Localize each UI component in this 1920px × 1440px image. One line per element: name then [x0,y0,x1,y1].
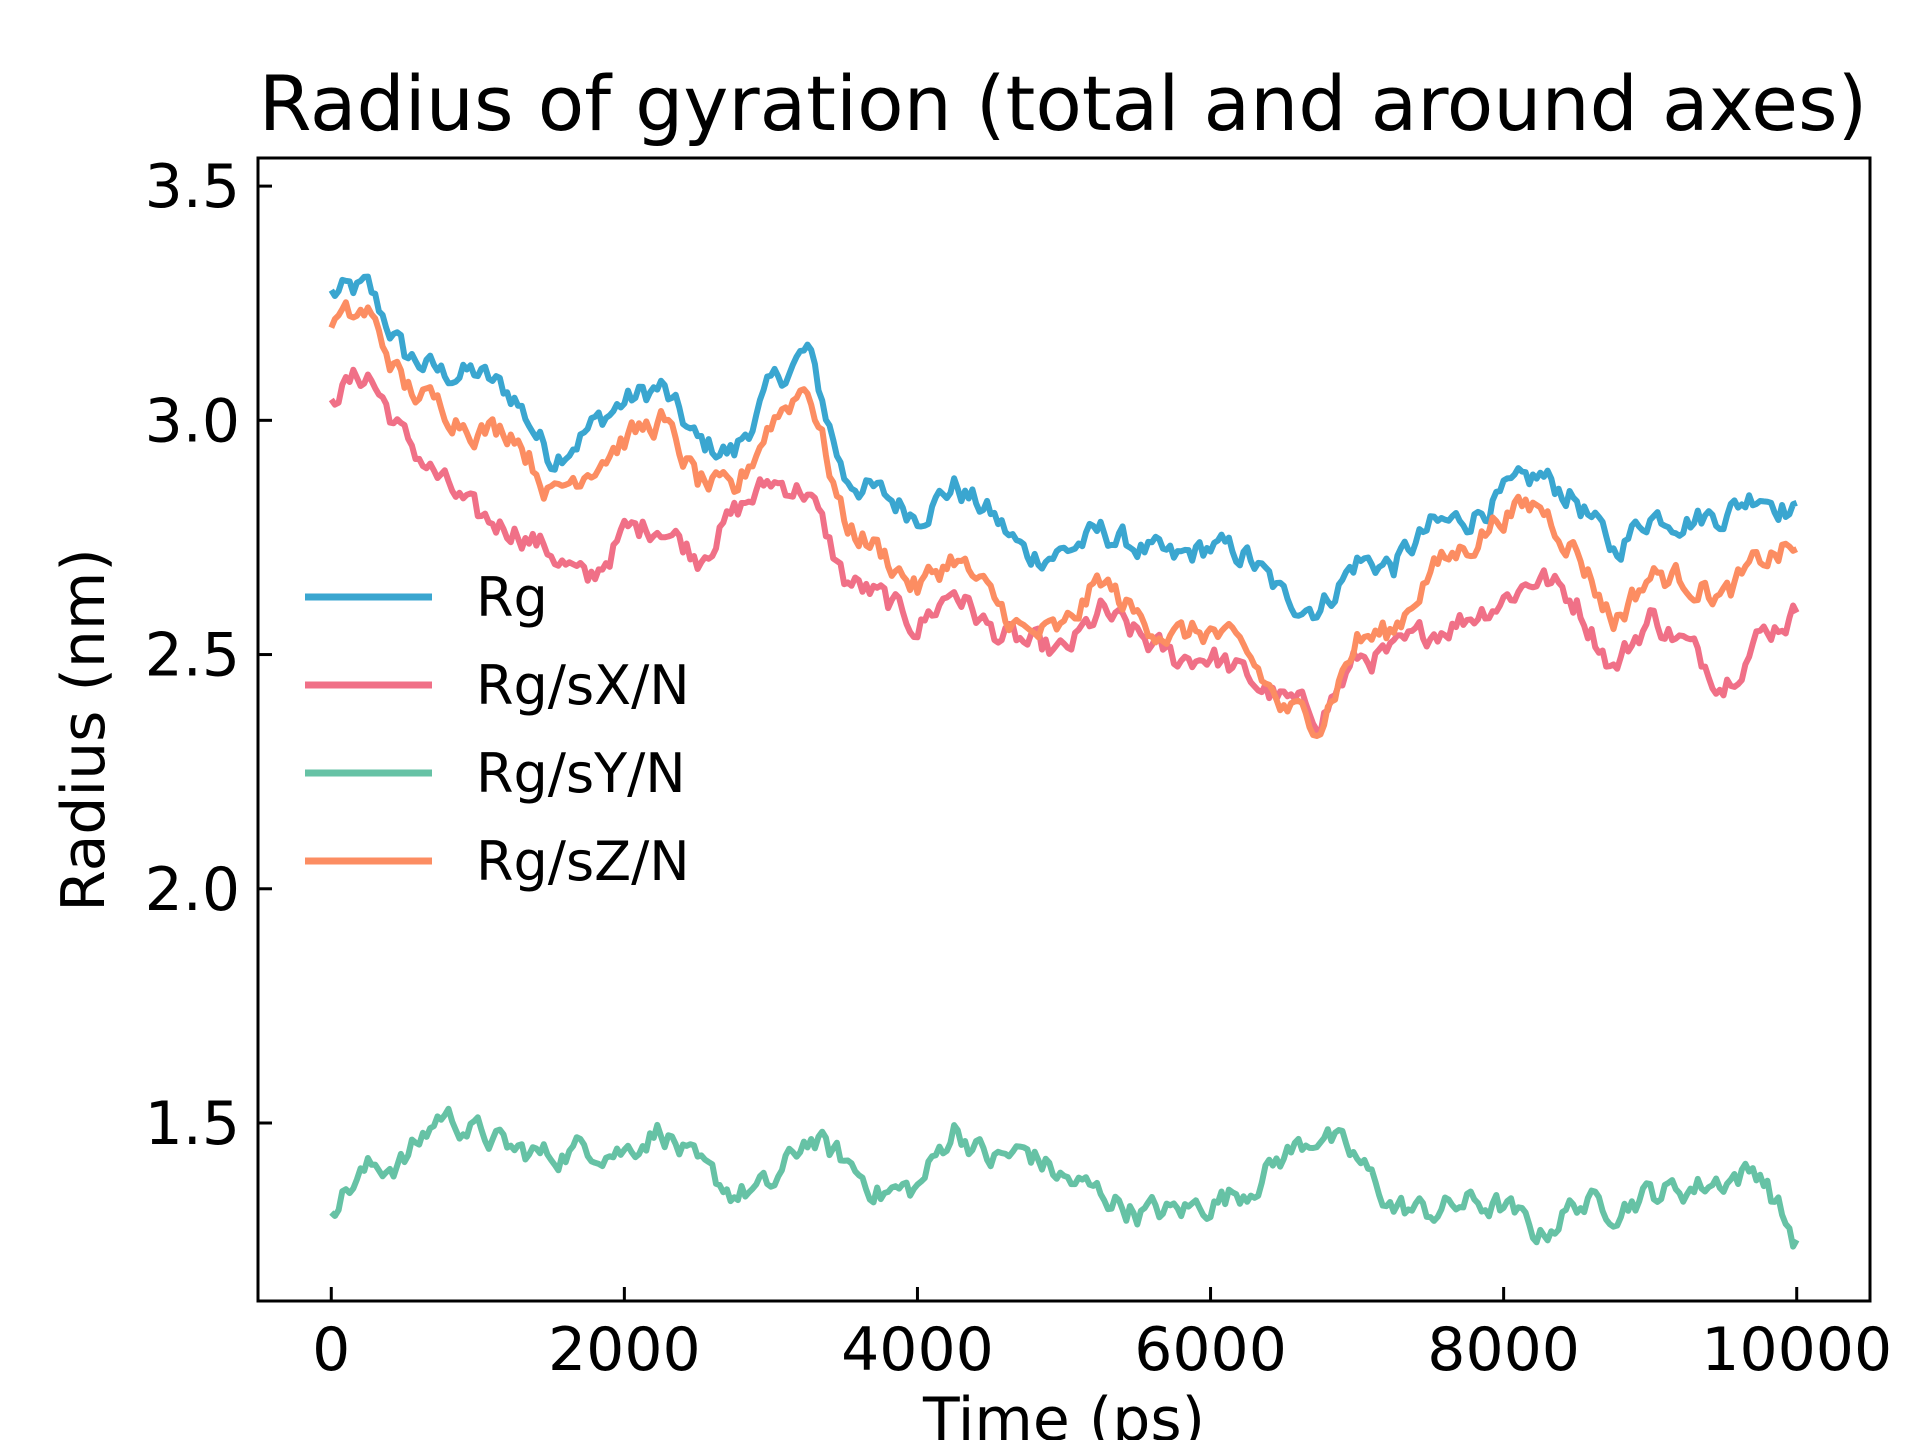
x-tick-label-5: 10000 [1701,1315,1892,1385]
legend-label-0: Rg [476,566,548,629]
series-line-0 [328,273,1798,622]
legend-label-2: Rg/sY/N [476,742,686,805]
series-line-3 [328,299,1798,739]
legend-label-3: Rg/sZ/N [476,830,690,893]
x-tick-label-4: 8000 [1427,1315,1580,1385]
plot-lines [328,273,1800,1250]
x-axis-ticks: 0 2000 4000 6000 8000 10000 [312,1287,1892,1385]
x-axis-label: Time (ps) [922,1385,1205,1440]
y-tick-label-4: 3.5 [145,152,240,222]
x-tick-label-3: 6000 [1134,1315,1287,1385]
x-tick-label-2: 4000 [841,1315,994,1385]
y-tick-label-2: 2.5 [145,621,240,691]
x-tick-label-1: 2000 [548,1315,701,1385]
y-axis-ticks: 1.5 2.0 2.5 3.0 3.5 [145,152,272,1159]
x-tick-label-0: 0 [312,1315,350,1385]
chart-title: Radius of gyration (total and around axe… [259,59,1868,148]
y-tick-label-3: 3.0 [145,386,240,456]
y-tick-label-0: 1.5 [145,1089,240,1159]
series-line-1 [328,366,1800,736]
legend: Rg Rg/sX/N Rg/sY/N Rg/sZ/N [305,566,690,893]
legend-label-1: Rg/sX/N [476,654,690,717]
y-axis-label: Radius (nm) [49,548,119,912]
series-line-2 [329,1105,1800,1250]
plot-frame [256,156,1872,1303]
y-tick-label-1: 2.0 [145,855,240,925]
